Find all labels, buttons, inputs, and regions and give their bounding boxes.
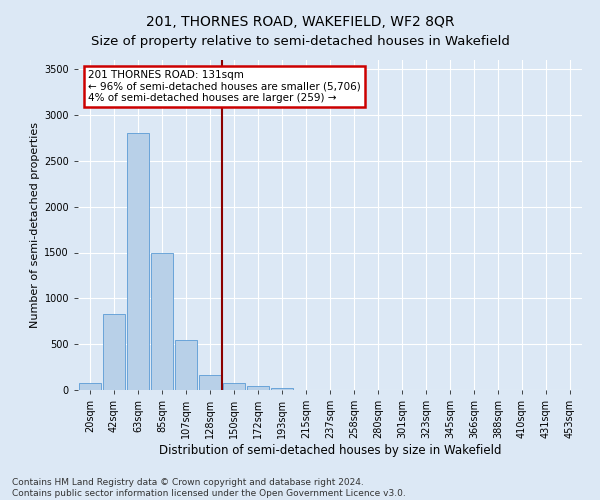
Bar [79,383,101,390]
Bar [223,383,245,390]
Text: Contains HM Land Registry data © Crown copyright and database right 2024.
Contai: Contains HM Land Registry data © Crown c… [12,478,406,498]
X-axis label: Distribution of semi-detached houses by size in Wakefield: Distribution of semi-detached houses by … [159,444,501,457]
Text: Size of property relative to semi-detached houses in Wakefield: Size of property relative to semi-detach… [91,35,509,48]
Bar [127,134,149,390]
Bar [271,388,293,390]
Text: 201 THORNES ROAD: 131sqm
← 96% of semi-detached houses are smaller (5,706)
4% of: 201 THORNES ROAD: 131sqm ← 96% of semi-d… [88,70,361,103]
Bar [103,314,125,390]
Y-axis label: Number of semi-detached properties: Number of semi-detached properties [30,122,40,328]
Bar [199,375,221,390]
Bar [175,340,197,390]
Bar [247,386,269,390]
Text: 201, THORNES ROAD, WAKEFIELD, WF2 8QR: 201, THORNES ROAD, WAKEFIELD, WF2 8QR [146,15,454,29]
Bar [151,252,173,390]
